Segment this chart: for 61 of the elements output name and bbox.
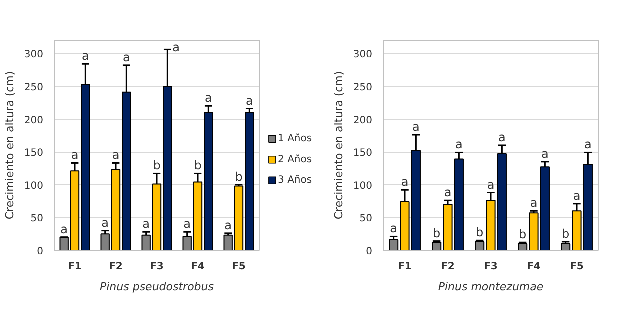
data-label: b bbox=[153, 158, 161, 173]
y-tick-label: 100 bbox=[353, 180, 373, 192]
x-tick-label: F4 bbox=[527, 262, 541, 272]
x-tick-label: F1 bbox=[398, 262, 412, 272]
data-label: b bbox=[433, 226, 441, 240]
y-tick-label: 250 bbox=[24, 82, 44, 94]
data-label: a bbox=[542, 146, 549, 161]
x-tick-label: F5 bbox=[570, 262, 584, 272]
legend-label: 1 Años bbox=[278, 134, 312, 145]
x-axis-title: Pinus pseudostrobus bbox=[100, 280, 214, 294]
y-tick-label: 50 bbox=[30, 214, 44, 225]
data-label: a bbox=[584, 138, 592, 152]
data-label: a bbox=[456, 138, 463, 152]
x-tick-label: F2 bbox=[109, 262, 123, 272]
data-label: a bbox=[184, 217, 192, 232]
data-label: a bbox=[246, 94, 254, 108]
y-tick-label: 100 bbox=[24, 180, 44, 192]
x-tick-label: F5 bbox=[232, 262, 246, 272]
y-axis-title: Crecimiento en altura (cm) bbox=[3, 71, 16, 220]
y-tick-label: 50 bbox=[360, 214, 373, 225]
data-label: a bbox=[102, 216, 110, 230]
data-label: a bbox=[172, 40, 180, 54]
data-label: a bbox=[530, 196, 538, 210]
data-label: a bbox=[412, 120, 420, 134]
legend-label: 3 Años bbox=[278, 175, 312, 186]
data-label: a bbox=[122, 50, 130, 64]
legend-label: 2 Años bbox=[278, 154, 312, 166]
data-label: b bbox=[562, 226, 570, 241]
data-label: a bbox=[498, 130, 506, 144]
y-tick-label: 200 bbox=[24, 115, 44, 126]
data-label: a bbox=[60, 222, 68, 236]
y-tick-label: 0 bbox=[37, 246, 44, 258]
data-label: a bbox=[224, 218, 232, 232]
y-tick-label: 300 bbox=[353, 50, 373, 61]
y-tick-label: 300 bbox=[24, 50, 44, 61]
data-label: a bbox=[401, 175, 409, 190]
x-tick-label: F4 bbox=[191, 262, 205, 272]
data-label: a bbox=[487, 178, 495, 192]
data-label: a bbox=[71, 148, 79, 162]
data-label: b bbox=[194, 158, 202, 173]
data-label: a bbox=[112, 148, 120, 162]
y-axis-title: Crecimiento en altura (cm) bbox=[332, 71, 346, 220]
y-tick-label: 200 bbox=[353, 115, 373, 126]
x-tick-label: F3 bbox=[150, 262, 164, 272]
data-label: a bbox=[142, 217, 150, 232]
y-tick-label: 150 bbox=[353, 148, 373, 160]
y-tick-label: 150 bbox=[24, 148, 44, 160]
x-axis-title: Pinus montezumae bbox=[438, 280, 544, 294]
data-label: a bbox=[573, 188, 581, 203]
x-tick-label: F1 bbox=[68, 262, 82, 272]
data-label: a bbox=[390, 222, 398, 236]
y-tick-label: 0 bbox=[366, 246, 373, 258]
data-label: b bbox=[476, 226, 484, 240]
data-label: b bbox=[235, 170, 243, 184]
x-tick-label: F3 bbox=[484, 262, 498, 272]
data-label: a bbox=[204, 91, 212, 106]
data-label: a bbox=[82, 49, 90, 64]
x-tick-label: F2 bbox=[441, 262, 455, 272]
data-label: b bbox=[519, 228, 527, 242]
y-tick-label: 250 bbox=[353, 82, 373, 94]
data-label: a bbox=[444, 186, 452, 200]
